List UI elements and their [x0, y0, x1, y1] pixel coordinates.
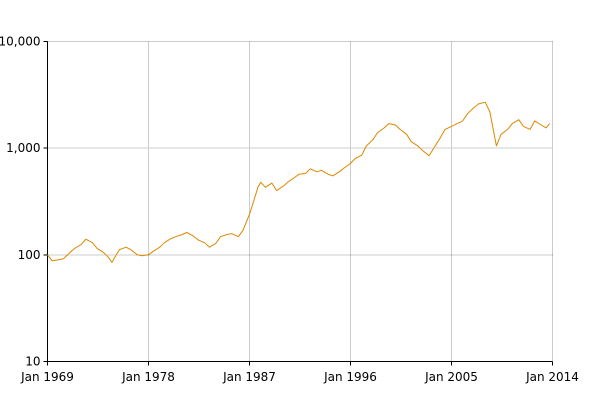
x-tick-label: Jan 1987	[222, 370, 276, 384]
y-tick-label: 100	[18, 248, 41, 262]
series-layer	[47, 101, 551, 263]
x-tick-label: Jan 1978	[121, 370, 175, 384]
tick-labels: Jan 1969 Jan 1978 Jan 1987 Jan 1996 Jan 2005…	[0, 35, 579, 385]
x-tick-label: Jan 1969	[20, 370, 74, 384]
x-tick-label: Jan 1996	[323, 370, 377, 384]
grid-layer	[47, 41, 553, 362]
y-tick-label: 10	[25, 355, 40, 369]
y-tick-label: 1,000	[6, 141, 40, 155]
x-tick-label: Jan 2005	[424, 370, 478, 384]
y-tick-label: 10,000	[0, 35, 41, 49]
series-line	[47, 101, 551, 263]
x-tick-label: Jan 2014	[525, 370, 579, 384]
axis-frame	[43, 41, 553, 366]
